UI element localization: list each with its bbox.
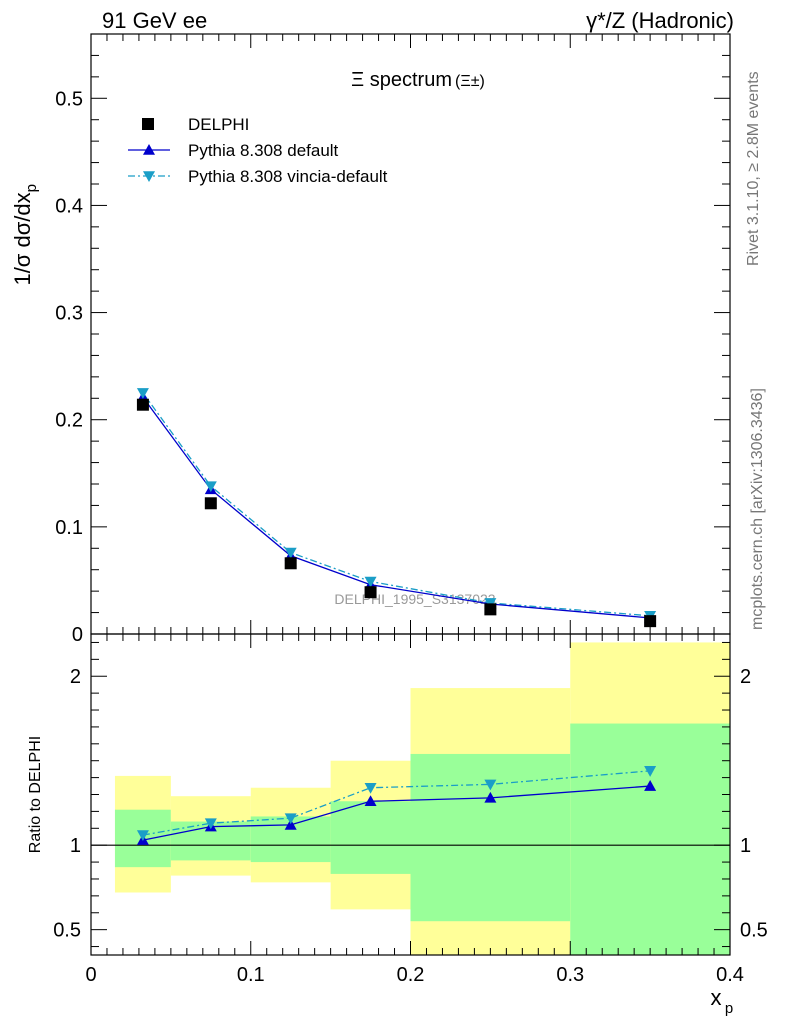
main-series-layer (136, 388, 657, 628)
main-frame (90, 33, 731, 635)
y-tick-label: 0.3 (55, 303, 83, 325)
point-delphi (644, 615, 657, 628)
x-tick-label: 0.3 (556, 964, 584, 986)
green-uncertainty-band (570, 723, 730, 955)
y-tick-label: 0.5 (55, 88, 83, 110)
green-uncertainty-band (330, 801, 411, 874)
point-delphi (136, 398, 149, 411)
ratio-y-axis-label: Ratio to DELPHI (27, 736, 44, 853)
x-tick-label: 0 (85, 964, 96, 986)
legend-label-default: Pythia 8.308 default (188, 141, 339, 160)
ratio-y-tick-label-right: 2 (740, 666, 751, 688)
ratio-point-vincia (364, 782, 377, 794)
legend-marker-vincia (143, 171, 155, 182)
ratio-line-default (142, 785, 651, 841)
ratio-point-default (644, 780, 657, 791)
y-axis-label: 1/σ dσ/dxp (10, 184, 40, 286)
y-tick-label: 0.4 (55, 195, 83, 217)
ratio-y-tick-label-left: 0.5 (53, 920, 81, 942)
header-left-title: 91 GeV ee (102, 8, 208, 33)
point-vincia (136, 388, 149, 399)
point-delphi (364, 586, 377, 599)
point-delphi (284, 557, 297, 570)
series-line-vincia (142, 392, 651, 617)
y-tick-label: 0.2 (55, 410, 83, 432)
ratio-point-default (284, 818, 297, 830)
point-delphi (204, 497, 217, 510)
legend-label-delphi: DELPHI (188, 115, 249, 134)
y-tick-label: 0.1 (55, 517, 83, 539)
ratio-y-label-group: Ratio to DELPHI (27, 736, 44, 853)
plot-title: Ξ spectrum (Ξ±) (351, 69, 485, 91)
point-delphi (484, 603, 497, 616)
ratio-point-vincia (204, 818, 217, 830)
ratio-point-vincia (484, 779, 497, 791)
ratio-y-tick-label-right: 1 (740, 835, 751, 857)
ratio-axes: 0 0.1 0.2 0.3 0.4x p 0.5 0.5 1 1 2 2 Ratio to DELPHI (27, 633, 768, 1017)
legend-marker-default (143, 144, 155, 155)
series-line-default (142, 396, 651, 619)
legend-marker-delphi (142, 118, 154, 130)
ratio-point-default (364, 795, 377, 807)
ratio-point-vincia (136, 830, 149, 842)
y-axis-label-group: 1/σ dσ/dxp (10, 184, 40, 286)
x-axis-label: x (711, 985, 722, 1010)
x-tick-label: 0.4 (716, 964, 744, 986)
ratio-point-default (484, 791, 497, 803)
point-vincia (284, 547, 297, 559)
ratio-point-vincia (644, 766, 657, 777)
x-tick-label: 0.2 (397, 964, 425, 986)
legend-label-vincia: Pythia 8.308 vincia-default (188, 167, 388, 186)
ratio-y-tick-label-left: 2 (70, 666, 81, 688)
header-right-title: γ*/Z (Hadronic) (586, 8, 734, 33)
ratio-band-layer (91, 642, 730, 955)
legend: DELPHI Pythia 8.308 default Pythia 8.308 v… (128, 115, 388, 186)
ratio-series-layer (136, 766, 657, 845)
ratio-point-vincia (284, 813, 297, 825)
ratio-line-vincia (142, 770, 651, 836)
ratio-y-tick-label-left: 1 (70, 835, 81, 857)
x-axis-label-subscript: p (725, 1000, 733, 1017)
main-axes: 0 0.1 0.2 0.3 0.4 0.5 1/σ dσ/dxp Ξ spectrum (Ξ±)… (10, 33, 731, 646)
point-vincia (204, 481, 217, 493)
x-tick-label: 0.1 (237, 964, 265, 986)
point-vincia (364, 576, 377, 588)
y-tick-label: 0 (72, 624, 83, 646)
ratio-y-tick-label-right: 0.5 (740, 920, 768, 942)
